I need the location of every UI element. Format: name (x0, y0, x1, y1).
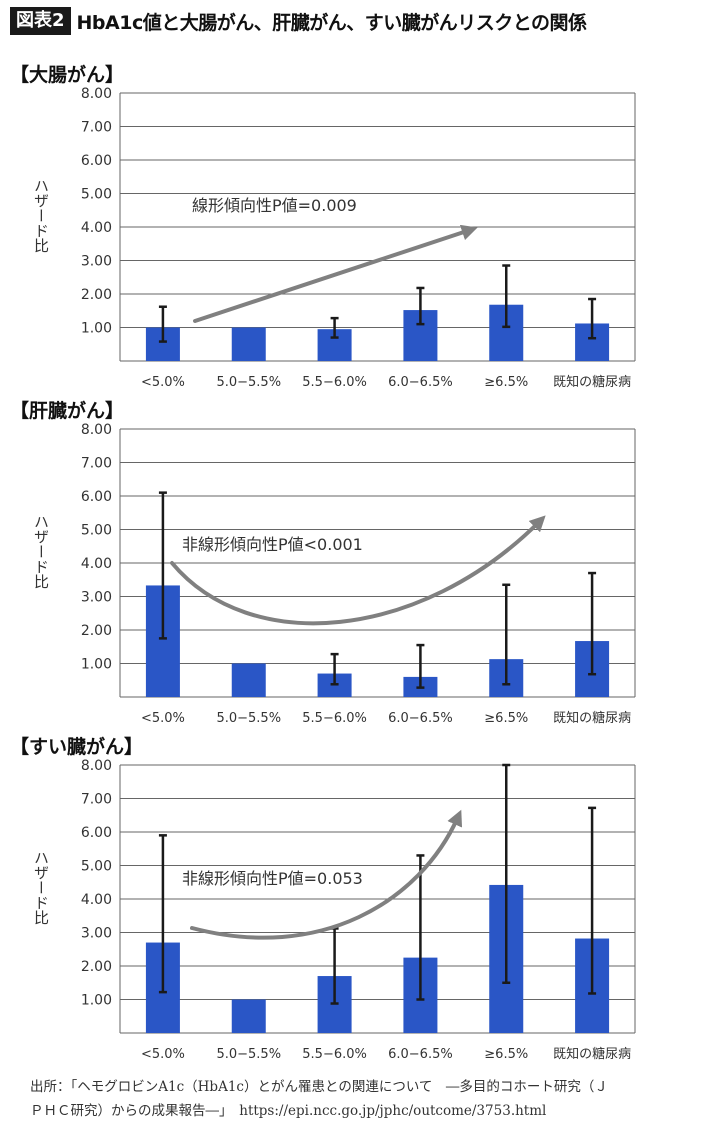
x-tick-label: 既知の糖尿病 (553, 710, 631, 726)
y-tick-label: 2.00 (81, 623, 112, 639)
y-axis-label: ハザード比 (32, 850, 50, 925)
y-tick-label: 8.00 (81, 86, 112, 102)
panel-title: 【大腸がん】 (10, 64, 125, 86)
y-tick-label: 1.00 (81, 993, 112, 1009)
y-tick-label: 6.00 (81, 825, 112, 841)
trend-arrow (170, 515, 546, 626)
chart-panel-colorectal: 【大腸がん】 ハザード比 1.00 2.00 3.00 4.00 5.00 6.00 7.0… (0, 60, 710, 400)
x-tick-label: ≥6.5% (484, 375, 528, 390)
trend-annotation: 線形傾向性P値=0.009 (192, 196, 357, 215)
chart-panel-pancreas: 【すい臓がん】 ハザード比 1.00 2.00 3.00 4.00 5.00 6.00 7.… (0, 732, 710, 1072)
y-tick-label: 7.00 (81, 792, 112, 808)
y-tick-label: 7.00 (81, 456, 112, 472)
bar-chart: 1.00 2.00 3.00 4.00 5.00 6.00 7.00 8.00 <5.0% 5.0… (81, 86, 636, 390)
y-axis-label: ハザード比 (32, 178, 50, 253)
x-tick-label: 5.5−6.0% (302, 1047, 367, 1062)
x-tick-label: 既知の糖尿病 (553, 1046, 631, 1062)
y-tick-label: 5.00 (81, 523, 112, 539)
figure-number-badge: 図表2 (10, 7, 71, 35)
x-tick-label: 5.5−6.0% (302, 375, 367, 390)
bar (231, 663, 266, 697)
y-tick-label: 3.00 (81, 590, 112, 606)
y-tick-label: 8.00 (81, 758, 112, 774)
x-tick-label: 5.0−5.5% (216, 711, 281, 726)
y-tick-label: 1.00 (81, 321, 112, 337)
x-tick-label: 6.0−6.5% (388, 375, 453, 390)
x-tick-label: <5.0% (141, 1047, 185, 1062)
trend-arrow (193, 224, 478, 323)
x-tick-label: 5.0−5.5% (216, 375, 281, 390)
y-axis-label: ハザード比 (32, 514, 50, 589)
x-tick-label: <5.0% (141, 711, 185, 726)
y-tick-label: 6.00 (81, 153, 112, 169)
y-tick-label: 4.00 (81, 556, 112, 572)
y-tick-label: 1.00 (81, 657, 112, 673)
y-tick-label: 2.00 (81, 959, 112, 975)
y-tick-label: 2.00 (81, 287, 112, 303)
y-tick-label: 3.00 (81, 926, 112, 942)
figure-title: HbA1c値と大腸がん、肝臓がん、すい臓がんリスクとの関係 (76, 11, 588, 34)
source-line-2: ＰＨＣ研究）からの成果報告―」 https://epi.ncc.go.jp/jp… (30, 1103, 547, 1119)
trend-annotation: 非線形傾向性P値=0.053 (182, 869, 363, 888)
y-tick-label: 5.00 (81, 187, 112, 203)
bar (231, 327, 266, 361)
x-tick-label: 6.0−6.5% (388, 711, 453, 726)
y-tick-label: 4.00 (81, 220, 112, 236)
x-tick-label: 既知の糖尿病 (553, 374, 631, 390)
bar-chart: 1.00 2.00 3.00 4.00 5.00 6.00 7.00 8.00 <5.0% 5.0… (81, 758, 636, 1062)
y-tick-label: 8.00 (81, 422, 112, 438)
y-tick-label: 4.00 (81, 892, 112, 908)
x-tick-label: 6.0−6.5% (388, 1047, 453, 1062)
chart-panel-liver: 【肝臓がん】 ハザード比 1.00 2.00 3.00 4.00 5.00 6.00 7.0… (0, 396, 710, 736)
y-tick-label: 5.00 (81, 859, 112, 875)
x-tick-label: 5.0−5.5% (216, 1047, 281, 1062)
y-tick-label: 7.00 (81, 120, 112, 136)
x-tick-label: <5.0% (141, 375, 185, 390)
x-tick-label: ≥6.5% (484, 711, 528, 726)
panel-title: 【肝臓がん】 (10, 400, 125, 422)
trend-annotation: 非線形傾向性P値<0.001 (182, 535, 363, 554)
source-line-1: 出所：「ヘモグロビンA1c（HbA1c）とがん罹患との関連について ―多目的コホ… (30, 1079, 608, 1095)
bar (231, 999, 266, 1033)
y-tick-label: 6.00 (81, 489, 112, 505)
figure-header: 図表2 HbA1c値と大腸がん、肝臓がん、すい臓がんリスクとの関係 (10, 6, 587, 36)
source-note: 出所：「ヘモグロビンA1c（HbA1c）とがん罹患との関連について ―多目的コホ… (30, 1075, 690, 1123)
panel-title: 【すい臓がん】 (10, 736, 144, 758)
x-tick-label: ≥6.5% (484, 1047, 528, 1062)
y-tick-label: 3.00 (81, 254, 112, 270)
trend-arrow (190, 809, 463, 940)
x-tick-label: 5.5−6.0% (302, 711, 367, 726)
bar-chart: 1.00 2.00 3.00 4.00 5.00 6.00 7.00 8.00 <5.0% 5.0… (81, 422, 636, 726)
